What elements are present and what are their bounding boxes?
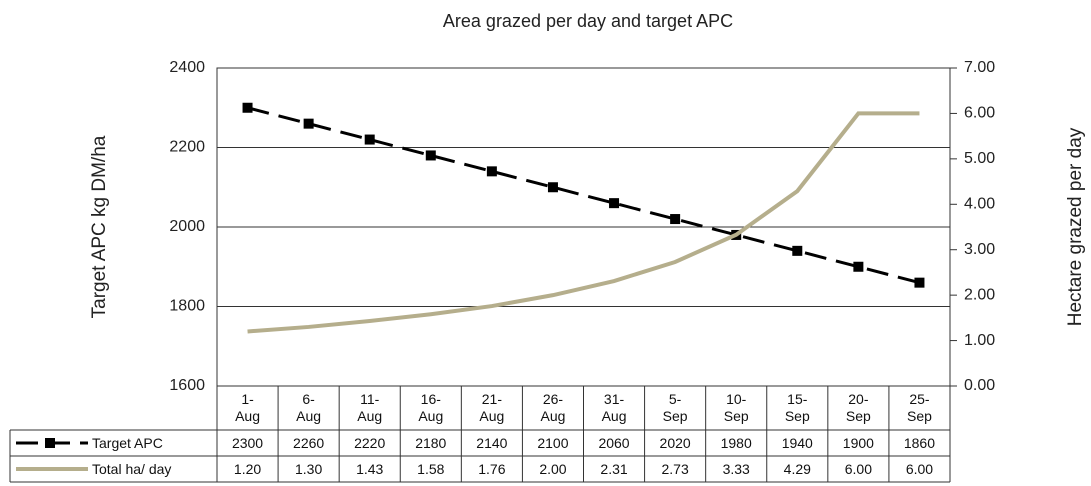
y2-tick-label: 6.00 <box>964 105 995 122</box>
marker <box>914 277 925 288</box>
marker <box>853 261 864 272</box>
y-tick-label: 1600 <box>169 377 205 394</box>
x-tick-label: 21- Aug <box>479 391 505 424</box>
x-tick-label: 10- Sep <box>723 391 749 424</box>
table-value: 3.33 <box>722 460 750 477</box>
x-tick-label: 26- Aug <box>540 391 566 424</box>
x-tick-label: 6- Aug <box>296 391 322 424</box>
x-tick-label: 1- Aug <box>235 391 260 424</box>
marker <box>242 102 253 113</box>
table-value: 2020 <box>659 434 691 451</box>
x-tick-label: 25- Sep <box>906 391 932 424</box>
x-tick-label: 16- Aug <box>418 391 444 424</box>
series-line <box>247 111 920 334</box>
table-value: 2060 <box>598 434 630 451</box>
table-value: 4.29 <box>783 460 811 477</box>
table-value: 2140 <box>476 434 508 451</box>
y2-tick-label: 3.00 <box>964 241 995 258</box>
legend-label: Target APC <box>92 434 163 451</box>
table-value: 6.00 <box>905 460 934 477</box>
marker <box>425 150 436 161</box>
chart-title: Area grazed per day and target APC <box>443 11 733 31</box>
y-tick-label: 2200 <box>169 139 205 156</box>
x-tick-label: 20- Sep <box>845 391 871 424</box>
table-value: 1900 <box>842 434 874 451</box>
x-tick-label: 15- Sep <box>784 391 810 424</box>
y-tick-label: 2400 <box>169 59 205 76</box>
table-value: 6.00 <box>844 460 872 477</box>
y2-tick-label: 7.00 <box>964 59 995 76</box>
y2-axis-label: Hectare grazed per day <box>1065 127 1086 326</box>
marker <box>792 245 803 256</box>
y2-tick-label: 2.00 <box>964 286 995 303</box>
table-value: 1860 <box>903 434 936 451</box>
y-tick-label: 1800 <box>169 298 205 315</box>
marker <box>303 118 314 129</box>
marker <box>486 166 497 177</box>
y2-tick-label: 5.00 <box>964 150 995 167</box>
y2-tick-label: 1.00 <box>964 332 995 349</box>
table-value: 2220 <box>354 434 386 451</box>
y-axis-label: Target APC kg DM/ha <box>89 135 110 318</box>
table-value: 1.30 <box>294 460 323 477</box>
table-value: 2.00 <box>539 460 567 477</box>
table-value: 2180 <box>415 434 447 451</box>
table-value: 2.31 <box>600 460 628 477</box>
legend-label: Total ha/ day <box>92 460 172 477</box>
marker <box>547 182 558 193</box>
y2-tick-label: 4.00 <box>964 196 995 213</box>
series-line <box>247 106 920 285</box>
table-value: 1.76 <box>478 460 506 477</box>
table-value: 2300 <box>231 434 264 451</box>
y-tick-label: 2000 <box>169 218 205 235</box>
marker <box>609 198 620 209</box>
x-tick-label: 31- Aug <box>601 391 627 424</box>
y2-tick-label: 0.00 <box>964 377 995 394</box>
table-value: 1.43 <box>356 460 384 477</box>
x-tick-label: 5- Sep <box>662 391 688 424</box>
legend-marker <box>45 438 55 448</box>
table-value: 1940 <box>781 434 813 451</box>
table-value: 1.58 <box>417 460 445 477</box>
marker <box>364 134 375 145</box>
table-value: 1980 <box>720 434 752 451</box>
table-value: 2100 <box>537 434 569 451</box>
x-tick-label: 11- Aug <box>357 391 383 424</box>
table-value: 2.73 <box>661 460 689 477</box>
marker <box>670 214 681 225</box>
table-value: 2260 <box>293 434 325 451</box>
table-value: 1.20 <box>233 460 262 477</box>
